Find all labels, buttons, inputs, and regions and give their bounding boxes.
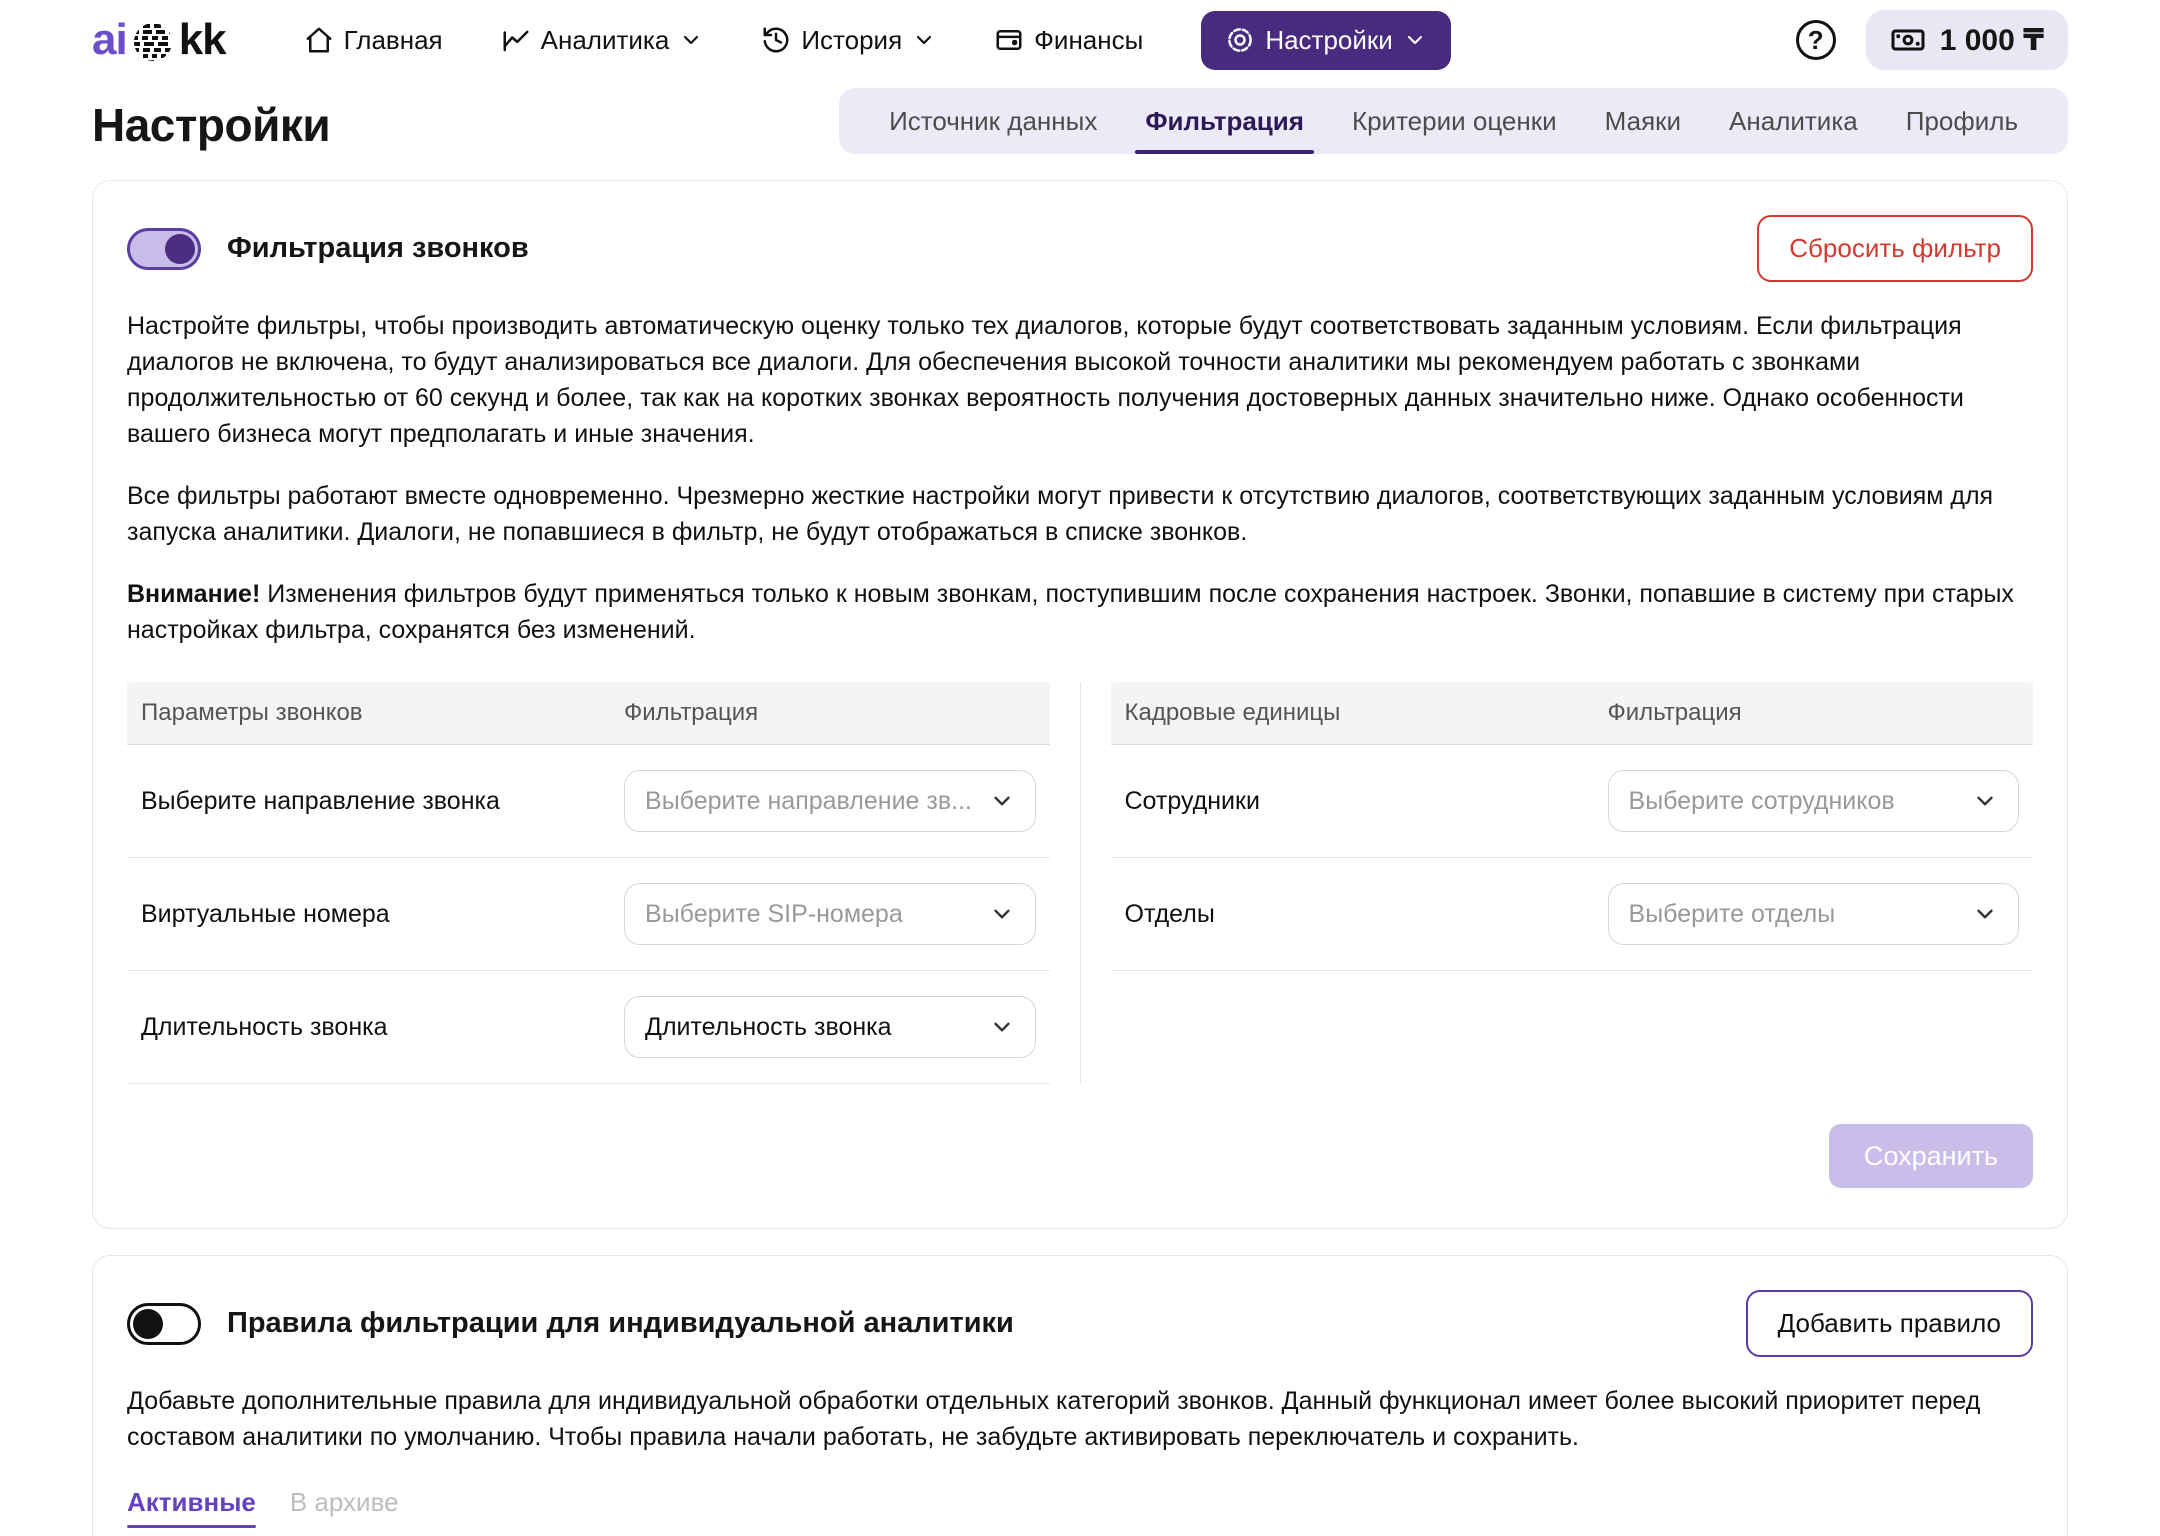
chevron-down-icon bbox=[917, 35, 932, 45]
rules-subtabs: Активные В архиве bbox=[127, 1487, 2033, 1528]
nav-item-finance[interactable]: Финансы bbox=[994, 25, 1143, 56]
chevron-down-icon bbox=[993, 796, 1010, 806]
filtering-warning: Внимание! Изменения фильтров будут приме… bbox=[127, 576, 2033, 648]
warning-text: Изменения фильтров будут применяться тол… bbox=[127, 580, 2014, 644]
call-filtering-header: Фильтрация звонков Сбросить фильтр bbox=[127, 215, 2033, 282]
select-value: Выберите SIP-номера bbox=[645, 899, 903, 928]
main-nav: Главная Аналитика История Финансы bbox=[304, 10, 1451, 70]
column-header: Кадровые единицы bbox=[1124, 699, 1341, 726]
row-label: Виртуальные номера bbox=[141, 899, 390, 928]
nav-label: Финансы bbox=[1034, 24, 1144, 55]
departments-select[interactable]: Выберите отделы bbox=[1607, 883, 2019, 945]
logo-text-kk: kk bbox=[178, 15, 227, 64]
nav-label: История bbox=[801, 24, 903, 55]
add-rule-button[interactable]: Добавить правило bbox=[1745, 1290, 2033, 1357]
nav-label: Главная bbox=[343, 24, 443, 55]
tab-data-source[interactable]: Источник данных bbox=[889, 105, 1098, 136]
table-row: Сотрудники Выберите сотрудников bbox=[1110, 745, 2033, 858]
chevron-down-icon bbox=[993, 909, 1010, 919]
save-button[interactable]: Сохранить bbox=[1829, 1124, 2033, 1188]
wallet-icon bbox=[996, 30, 1022, 50]
select-value: Выберите отделы bbox=[1628, 899, 1836, 928]
row-label: Сотрудники bbox=[1124, 786, 1260, 815]
subtab-archived[interactable]: В архиве bbox=[289, 1487, 399, 1517]
rules-title: Правила фильтрации для индивидуальной ан… bbox=[227, 1307, 1014, 1339]
employees-select[interactable]: Выберите сотрудников bbox=[1607, 770, 2019, 832]
tab-analytics[interactable]: Аналитика bbox=[1729, 105, 1858, 136]
row-label: Длительность звонка bbox=[141, 1012, 388, 1041]
filtering-description-2: Все фильтры работают вместе одновременно… bbox=[127, 482, 1994, 546]
rules-description: Добавьте дополнительные правила для инди… bbox=[127, 1387, 1981, 1451]
nav-item-settings[interactable]: Настройки bbox=[1201, 10, 1451, 70]
settings-tab-bar: Источник данных Фильтрация Критерии оцен… bbox=[839, 88, 2068, 154]
row-label: Выберите направление звонка bbox=[141, 786, 500, 815]
chevron-down-icon bbox=[1407, 35, 1422, 45]
subtab-active[interactable]: Активные bbox=[127, 1487, 256, 1528]
column-header: Параметры звонков bbox=[141, 699, 363, 726]
tab-beacons[interactable]: Маяки bbox=[1604, 105, 1682, 136]
nav-item-analytics[interactable]: Аналитика bbox=[501, 25, 704, 56]
help-icon[interactable]: ? bbox=[1795, 20, 1836, 60]
filter-tables: Параметры звонков Фильтрация Выберите на… bbox=[127, 682, 2033, 1084]
call-filtering-toggle[interactable] bbox=[127, 227, 201, 270]
table-row: Выберите направление звонка Выберите нап… bbox=[127, 745, 1050, 858]
logo-globe-icon bbox=[133, 24, 172, 61]
column-header: Фильтрация bbox=[1607, 699, 1742, 726]
call-duration-select[interactable]: Длительность звонка bbox=[624, 996, 1036, 1058]
home-icon bbox=[306, 27, 332, 53]
app-logo[interactable]: ai kk bbox=[92, 15, 227, 64]
filtering-rules-card: Правила фильтрации для индивидуальной ан… bbox=[92, 1255, 2068, 1536]
toggle-knob bbox=[165, 233, 195, 264]
chevron-down-icon bbox=[1977, 796, 1993, 806]
row-label: Отделы bbox=[1124, 899, 1215, 928]
call-filtering-card: Фильтрация звонков Сбросить фильтр Настр… bbox=[92, 180, 2068, 1229]
history-icon bbox=[763, 27, 789, 53]
table-row: Длительность звонка Длительность звонка bbox=[127, 971, 1050, 1084]
select-value: Выберите сотрудников bbox=[1628, 786, 1895, 815]
staff-units-table: Кадровые единицы Фильтрация Сотрудники В… bbox=[1110, 682, 2033, 1084]
chevron-down-icon bbox=[1977, 909, 1993, 919]
rules-toggle[interactable] bbox=[127, 1302, 201, 1345]
sip-numbers-select[interactable]: Выберите SIP-номера bbox=[624, 883, 1036, 945]
top-right: ? 1 000 ₸ bbox=[1795, 10, 2068, 70]
table-header: Параметры звонков Фильтрация bbox=[127, 682, 1050, 745]
rules-header: Правила фильтрации для индивидуальной ан… bbox=[127, 1290, 2033, 1357]
select-value: Длительность звонка bbox=[645, 1012, 892, 1041]
tab-criteria[interactable]: Критерии оценки bbox=[1351, 105, 1557, 136]
nav-label: Настройки bbox=[1265, 24, 1393, 55]
nav-label: Аналитика bbox=[540, 24, 670, 55]
select-value: Выберите направление зв... bbox=[645, 786, 972, 815]
table-header: Кадровые единицы Фильтрация bbox=[1110, 682, 2033, 745]
gear-icon bbox=[1228, 28, 1253, 52]
nav-item-history[interactable]: История bbox=[761, 25, 936, 56]
banknote-icon bbox=[1891, 29, 1925, 51]
top-bar: ai kk Главная Аналитик bbox=[0, 0, 2160, 80]
logo-text-ai: ai bbox=[92, 15, 128, 64]
table-row: Виртуальные номера Выберите SIP-номера bbox=[127, 858, 1050, 971]
toggle-knob bbox=[133, 1308, 163, 1339]
tab-filtering[interactable]: Фильтрация bbox=[1121, 88, 1328, 154]
call-direction-select[interactable]: Выберите направление зв... bbox=[624, 770, 1036, 832]
page-head: Настройки Источник данных Фильтрация Кри… bbox=[0, 80, 2160, 154]
chevron-down-icon bbox=[684, 35, 699, 45]
call-filtering-title: Фильтрация звонков bbox=[227, 232, 529, 264]
call-params-table: Параметры звонков Фильтрация Выберите на… bbox=[127, 682, 1050, 1084]
column-header: Фильтрация bbox=[624, 699, 759, 726]
nav-item-home[interactable]: Главная bbox=[304, 25, 443, 56]
chevron-down-icon bbox=[993, 1022, 1010, 1032]
page-title: Настройки bbox=[92, 99, 331, 151]
filtering-description-1: Настройте фильтры, чтобы производить авт… bbox=[127, 312, 1964, 448]
warning-label: Внимание! bbox=[127, 580, 261, 608]
table-row: Отделы Выберите отделы bbox=[1110, 858, 2033, 971]
line-chart-icon bbox=[503, 30, 529, 52]
balance-amount: 1 000 ₸ bbox=[1939, 23, 2044, 57]
balance-badge[interactable]: 1 000 ₸ bbox=[1865, 10, 2068, 70]
reset-filter-button[interactable]: Сбросить фильтр bbox=[1757, 215, 2033, 282]
save-row: Сохранить bbox=[127, 1124, 2033, 1188]
tables-divider bbox=[1079, 682, 1081, 1084]
tab-profile[interactable]: Профиль bbox=[1905, 105, 2018, 136]
